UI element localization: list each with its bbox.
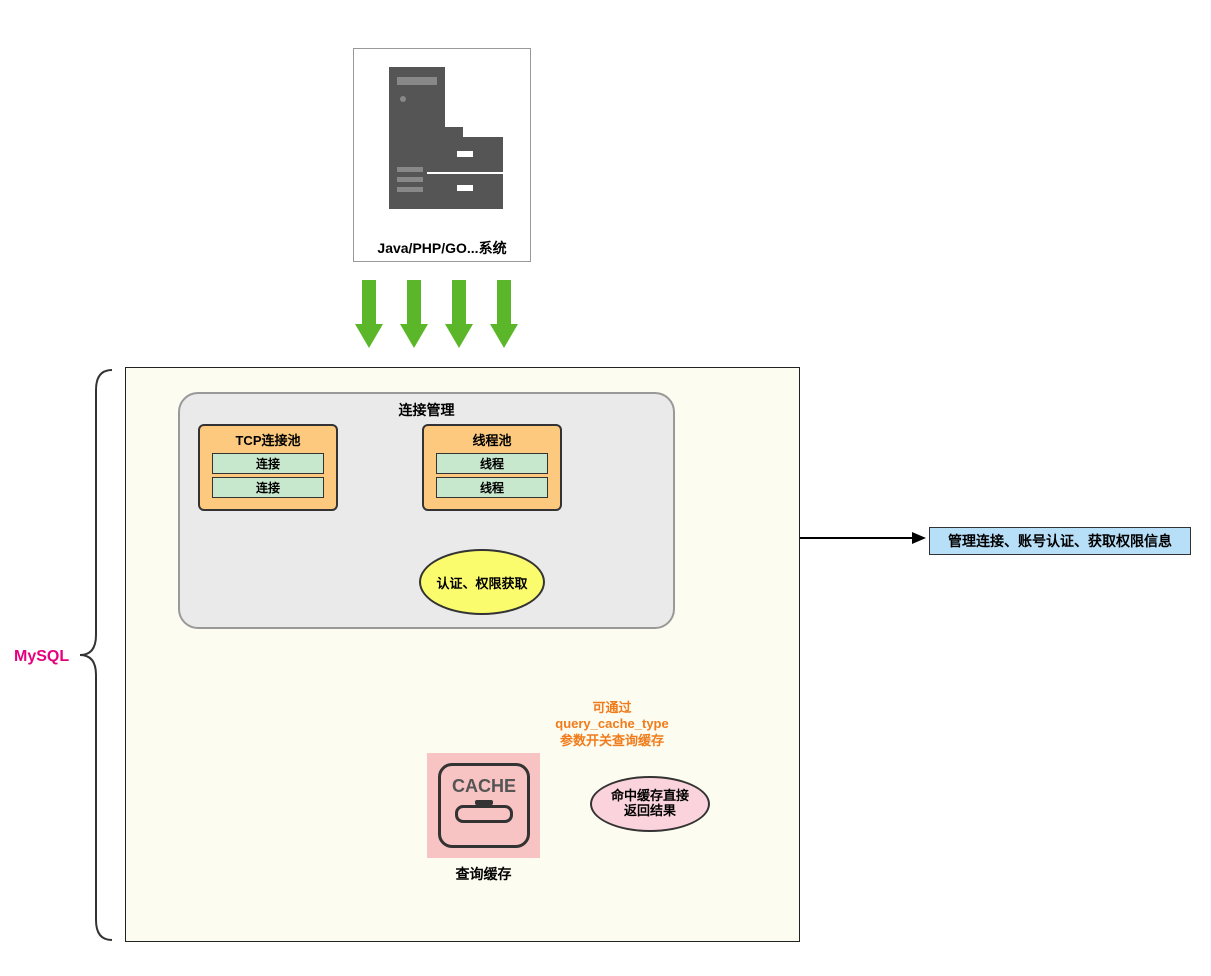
hit-cache-line: 命中缓存直接 [611,789,689,804]
mysql-brace [80,370,112,940]
tcp-pool-title: TCP连接池 [206,430,330,449]
connection-management-title: 连接管理 [180,400,673,420]
tcp-pool-item: 连接 [212,453,324,474]
hit-cache-ellipse: 命中缓存直接 返回结果 [590,776,710,832]
green-arrow-group [355,280,518,348]
cache-inner-text: CACHE [452,776,516,797]
thread-pool-title: 线程池 [430,430,554,449]
auth-label: 认证、权限获取 [436,573,527,592]
thread-pool-item: 线程 [436,453,548,474]
thread-pool: 线程池 线程 线程 [422,424,562,511]
auth-ellipse: 认证、权限获取 [419,549,545,615]
bubble-line: query_cache_type [534,716,690,732]
thread-pool-item: 线程 [436,477,548,498]
cache-inner: CACHE [438,763,530,848]
cache-drawer-icon [455,805,513,823]
mysql-label: MySQL [14,648,69,666]
hit-cache-line: 返回结果 [611,804,689,819]
cache-label: 查询缓存 [427,864,540,884]
tcp-pool-item: 连接 [212,477,324,498]
right-note: 管理连接、账号认证、获取权限信息 [929,527,1191,555]
bubble-line: 参数开关查询缓存 [534,733,690,749]
speech-bubble-text: 可通过 query_cache_type 参数开关查询缓存 [534,700,690,749]
tcp-pool: TCP连接池 连接 连接 [198,424,338,511]
bubble-line: 可通过 [534,700,690,716]
